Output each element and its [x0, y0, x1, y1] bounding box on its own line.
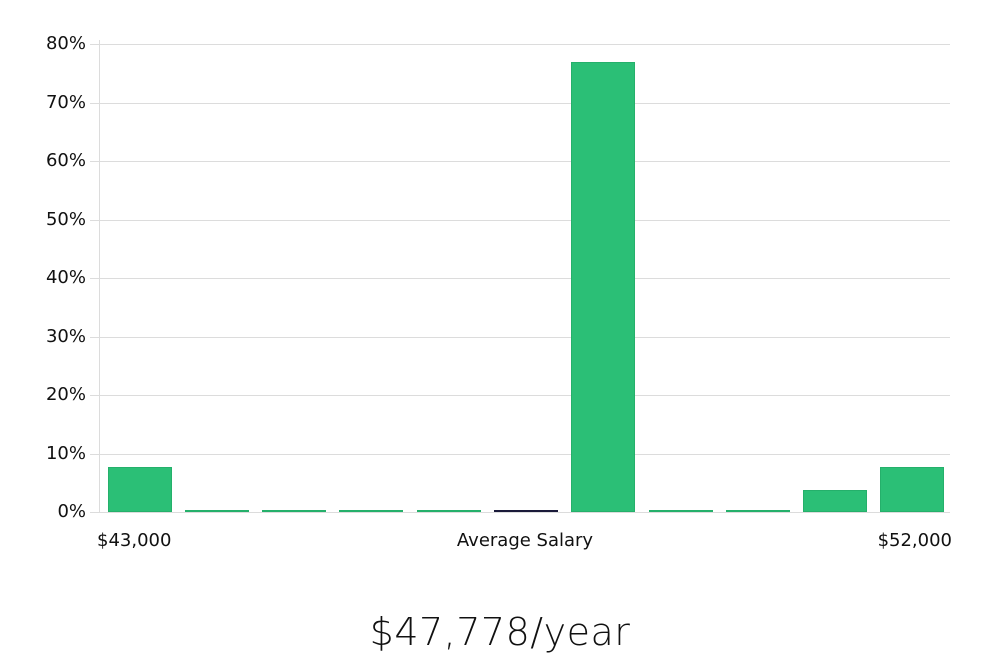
histogram-bar[interactable]	[649, 510, 713, 512]
y-tick-label: 20%	[45, 384, 86, 405]
x-min-label: $43,000	[97, 530, 172, 551]
histogram-bar[interactable]	[262, 510, 326, 512]
y-tick-label: 60%	[45, 150, 86, 171]
gridline	[90, 161, 950, 162]
salary-histogram: 0% 10% 20% 30% 40% 50% 60% 70% 80%	[45, 33, 950, 522]
gridline	[90, 103, 950, 104]
y-axis	[99, 40, 100, 512]
histogram-bar[interactable]	[726, 510, 790, 512]
histogram-bar[interactable]	[880, 467, 944, 512]
gridline	[90, 337, 950, 338]
x-axis-title: Average Salary	[456, 530, 594, 551]
x-max-label: $52,000	[877, 530, 952, 551]
histogram-bar[interactable]	[803, 490, 867, 512]
histogram-bar[interactable]	[571, 62, 635, 512]
y-tick-label: 70%	[45, 92, 86, 113]
y-tick-label: 30%	[45, 326, 86, 347]
histogram-bar[interactable]	[108, 467, 172, 512]
gridline	[90, 220, 950, 221]
gridline	[90, 512, 950, 513]
y-tick-label: 10%	[45, 443, 86, 464]
y-tick-label: 40%	[45, 267, 86, 288]
gridline	[90, 395, 950, 396]
histogram-bar[interactable]	[339, 510, 403, 512]
gridline	[90, 454, 950, 455]
y-tick-label: 50%	[45, 209, 86, 230]
histogram-bar[interactable]	[417, 510, 481, 512]
average-salary-value: $47,778/year	[369, 610, 631, 654]
gridline	[90, 278, 950, 279]
histogram-bar[interactable]	[185, 510, 249, 512]
histogram-bar[interactable]	[494, 510, 558, 512]
y-tick-label: 0%	[57, 501, 86, 522]
y-tick-label: 80%	[45, 33, 86, 54]
gridline	[90, 44, 950, 45]
